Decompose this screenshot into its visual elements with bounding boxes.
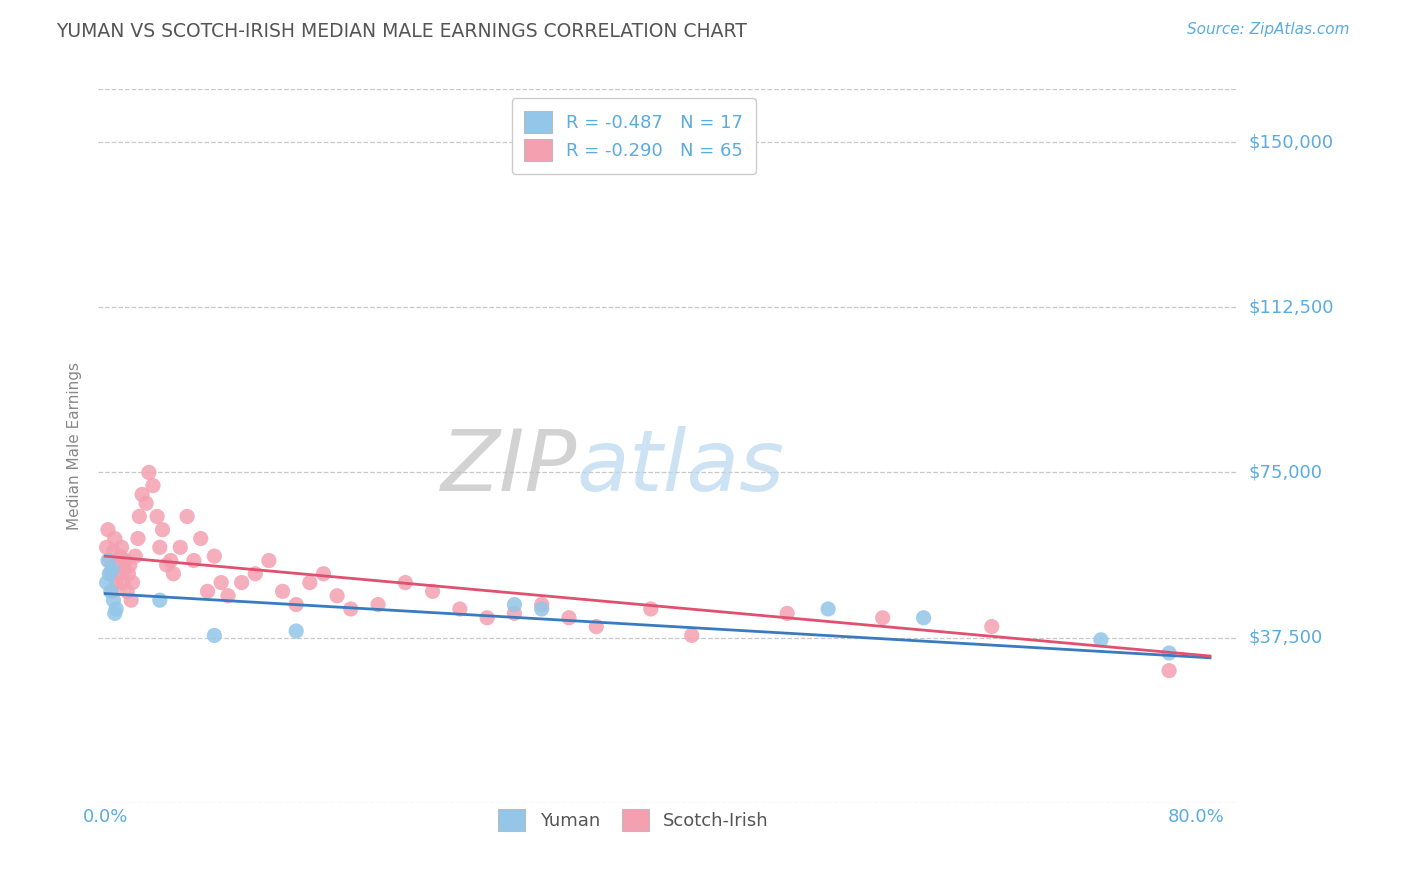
Point <box>681 628 703 642</box>
Point <box>121 575 143 590</box>
Text: $75,000: $75,000 <box>1249 464 1323 482</box>
Point <box>912 611 935 625</box>
Point <box>97 523 120 537</box>
Point <box>124 549 146 563</box>
Point <box>503 607 526 621</box>
Point <box>111 575 134 590</box>
Point <box>209 575 232 590</box>
Point <box>285 624 308 638</box>
Point <box>105 575 128 590</box>
Point <box>149 541 172 555</box>
Point <box>169 541 191 555</box>
Text: $112,500: $112,500 <box>1249 298 1334 317</box>
Point <box>285 598 308 612</box>
Point <box>127 532 149 546</box>
Point <box>107 558 129 572</box>
Point <box>98 566 121 581</box>
Text: $150,000: $150,000 <box>1249 133 1333 151</box>
Legend: Yuman, Scotch-Irish: Yuman, Scotch-Irish <box>485 797 782 844</box>
Point <box>980 619 1002 633</box>
Point <box>245 566 267 581</box>
Point <box>98 553 121 567</box>
Point <box>326 589 349 603</box>
Point <box>312 566 335 581</box>
Point <box>118 558 141 572</box>
Point <box>558 611 581 625</box>
Point <box>120 593 142 607</box>
Text: atlas: atlas <box>576 425 785 509</box>
Point <box>114 553 136 567</box>
Point <box>105 602 128 616</box>
Point <box>104 532 127 546</box>
Point <box>1090 632 1112 647</box>
Text: Source: ZipAtlas.com: Source: ZipAtlas.com <box>1187 22 1350 37</box>
Point <box>117 566 139 581</box>
Point <box>156 558 179 572</box>
Point <box>190 532 212 546</box>
Point <box>146 509 169 524</box>
Point <box>135 496 157 510</box>
Point <box>104 607 127 621</box>
Point <box>1157 646 1180 660</box>
Point <box>202 628 225 642</box>
Point <box>298 575 321 590</box>
Point <box>640 602 662 616</box>
Point <box>231 575 253 590</box>
Point <box>159 553 181 567</box>
Point <box>503 598 526 612</box>
Point <box>110 541 132 555</box>
Point <box>101 584 124 599</box>
Point <box>776 607 799 621</box>
Point <box>108 566 131 581</box>
Point <box>176 509 198 524</box>
Point <box>115 584 138 599</box>
Point <box>97 553 120 567</box>
Point <box>138 466 160 480</box>
Point <box>422 584 444 599</box>
Point <box>96 575 118 590</box>
Y-axis label: Median Male Earnings: Median Male Earnings <box>67 362 83 530</box>
Point <box>101 562 124 576</box>
Point <box>530 602 553 616</box>
Point <box>110 549 132 563</box>
Point <box>817 602 839 616</box>
Point <box>96 541 118 555</box>
Point <box>449 602 471 616</box>
Point <box>202 549 225 563</box>
Point <box>530 598 553 612</box>
Point <box>217 589 239 603</box>
Point <box>585 619 607 633</box>
Point <box>142 478 165 492</box>
Point <box>152 523 174 537</box>
Point <box>100 584 122 599</box>
Point <box>872 611 894 625</box>
Point <box>197 584 219 599</box>
Text: $37,500: $37,500 <box>1249 629 1323 647</box>
Point <box>257 553 280 567</box>
Point <box>162 566 184 581</box>
Point <box>103 593 125 607</box>
Text: YUMAN VS SCOTCH-IRISH MEDIAN MALE EARNINGS CORRELATION CHART: YUMAN VS SCOTCH-IRISH MEDIAN MALE EARNIN… <box>56 22 747 41</box>
Point <box>103 545 125 559</box>
Point <box>112 562 135 576</box>
Point <box>100 566 122 581</box>
Point <box>131 487 153 501</box>
Point <box>271 584 294 599</box>
Point <box>367 598 389 612</box>
Point <box>128 509 150 524</box>
Point <box>183 553 205 567</box>
Point <box>475 611 498 625</box>
Point <box>149 593 172 607</box>
Text: ZIP: ZIP <box>440 425 576 509</box>
Point <box>339 602 361 616</box>
Point <box>1157 664 1180 678</box>
Point <box>394 575 416 590</box>
